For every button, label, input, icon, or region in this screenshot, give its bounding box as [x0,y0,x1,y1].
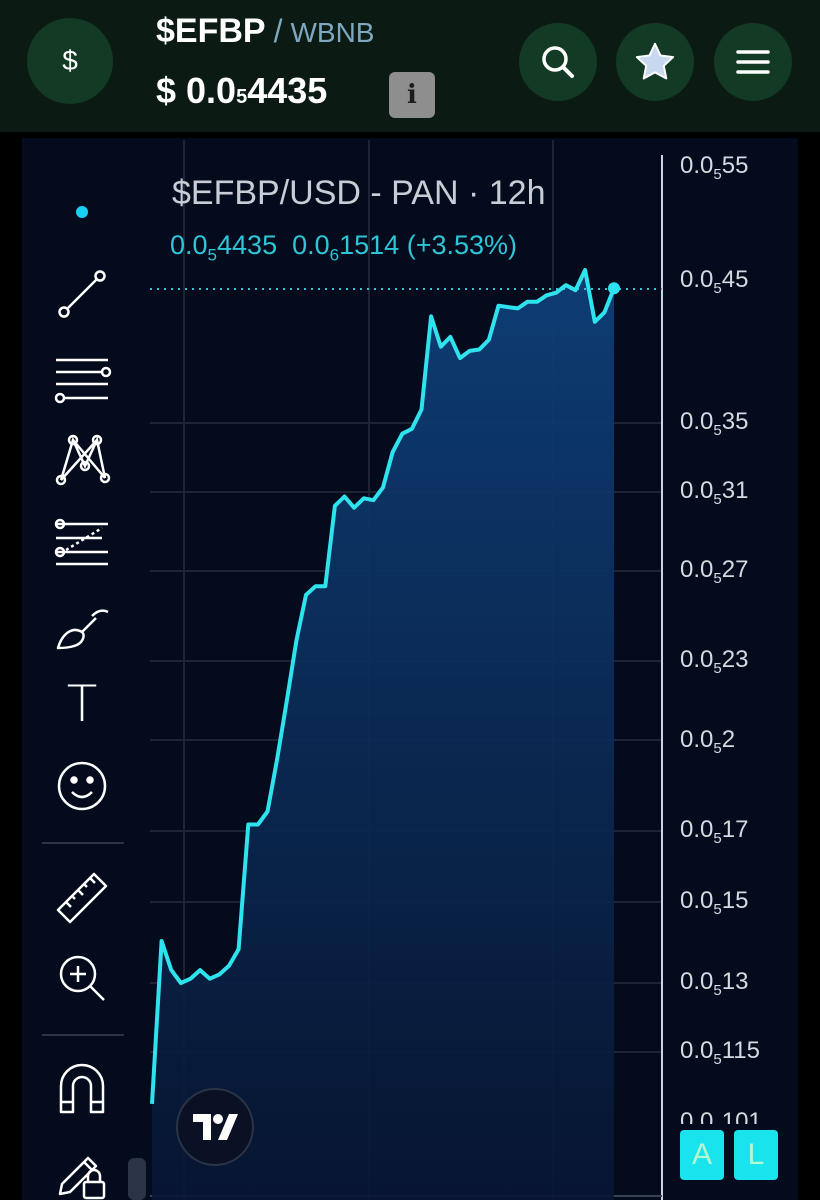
y-tick-label: 0.05115 [680,1037,760,1068]
y-tick-label: 0.0555 [680,152,749,183]
zoom-tool[interactable] [50,946,114,1010]
y-tick-label: 0.0531 [680,477,749,508]
last-value-prefix: 0.0 [170,230,208,260]
crosshair-dot-icon [76,206,88,218]
pattern-icon [55,434,111,486]
coin-avatar[interactable]: $ [27,18,113,104]
lock-drawing-icon [58,1156,106,1200]
change-percent: (+3.53%) [406,230,518,260]
last-value-zeros: 5 [207,245,218,265]
fib-icon [54,518,108,566]
y-tick-label: 0.0535 [680,408,749,439]
y-tick-label: 0.0527 [680,556,749,587]
lock-drawing-tool[interactable] [50,1140,114,1200]
zoom-in-icon [59,955,105,1001]
menu-button[interactable] [714,23,792,101]
log-scale-button[interactable]: L [734,1130,778,1180]
chart-symbol-title[interactable]: $EFBP/USD - PAN · 12h [172,174,546,212]
coin-symbol: $ [62,45,78,76]
ohlc-legend: 0.054435 0.061514 (+3.53%) [170,230,517,265]
auto-scale-label: A [691,1138,712,1171]
last-value-digits: 4435 [217,230,278,260]
y-tick-label: 0.05101 [680,1108,762,1124]
emoji-icon [57,761,107,811]
horizontal-lines-tool[interactable] [50,348,114,412]
auto-scale-button[interactable]: A [680,1130,724,1180]
info-button[interactable]: i [389,72,435,118]
favorite-button[interactable] [616,23,694,101]
trend-line-icon [58,270,106,318]
search-button[interactable] [519,23,597,101]
y-tick-label: 0.0515 [680,887,749,918]
magnet-tool[interactable] [50,1058,114,1122]
y-tick-label: 0.052 [680,726,736,757]
toolbar-divider [42,842,124,844]
y-tick-label: 0.0545 [680,266,749,297]
current-price: $ 0.0 5 4435 [156,70,327,112]
ruler-icon [56,872,108,924]
pair-separator: / [273,13,283,49]
toolbar-scrollbar[interactable] [128,1158,146,1200]
ruler-tool[interactable] [50,866,114,930]
change-value-zeros: 6 [329,245,340,265]
info-icon: i [407,80,417,110]
menu-icon [736,50,770,74]
y-tick-label: 0.0517 [680,816,749,847]
crosshair-tool[interactable] [50,180,114,244]
text-icon: T [66,675,98,733]
brush-tool[interactable] [50,596,114,660]
toolbar-divider [42,1034,124,1036]
pattern-tool[interactable] [50,426,114,490]
log-scale-label: L [747,1138,765,1171]
magnet-icon [59,1063,105,1114]
star-icon [635,42,675,80]
horizontal-lines-icon [54,358,112,404]
text-tool[interactable]: T [50,672,114,736]
emoji-tool[interactable] [50,754,114,818]
tradingview-logo-icon [193,1114,238,1140]
y-tick-label: 0.0513 [680,968,749,999]
fib-tool[interactable] [50,510,114,574]
quote-token[interactable]: WBNB [290,17,375,48]
base-token: $EFBP [156,12,266,50]
price-area-fill [152,270,614,1200]
search-icon [542,46,574,78]
app-header: $ $EFBP / WBNB $ 0.0 5 4435 i [0,0,820,132]
change-value-prefix: 0.0 [292,230,330,260]
last-price-marker [608,282,620,295]
y-tick-label: 0.0523 [680,646,749,677]
price-prefix: $ 0.0 [156,70,237,111]
pair-name: $EFBP / WBNB [156,12,374,51]
tradingview-logo[interactable] [176,1088,254,1166]
brush-icon [56,609,109,650]
price-line [150,268,616,1105]
trend-line-tool[interactable] [50,262,114,326]
change-value-digits: 1514 [339,230,400,260]
price-digits: 4435 [247,70,328,111]
price-zero-count: 5 [236,86,248,108]
